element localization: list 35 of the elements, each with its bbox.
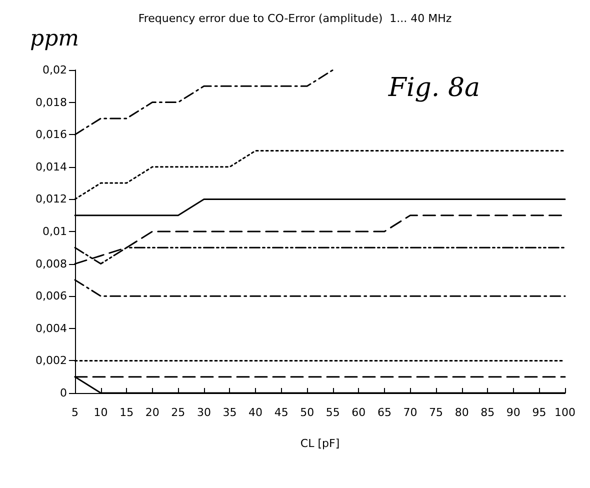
x-tick-label: 85 [480,406,495,419]
x-tick-label: 55 [326,406,340,419]
x-tick-label: 25 [171,406,186,419]
y-tick-label: 0,01 [42,225,67,238]
y-tick-label: 0,012 [36,192,67,206]
x-tick-label: 100 [554,406,576,419]
x-axis-title: CL [pF] [300,437,340,450]
x-tick-label: 40 [248,406,263,419]
x-tick-label: 35 [222,406,237,419]
x-tick-label: 50 [300,406,314,419]
x-tick-label: 80 [454,406,469,419]
x-tick-label: 65 [377,406,392,419]
x-tick-label: 90 [506,406,520,419]
annotation: Fig. 8a [387,73,480,103]
y-tick-label: 0,014 [36,160,67,174]
x-tick-label: 60 [352,406,366,419]
y-tick-label: 0,016 [36,128,67,142]
y-axis-title: ppm [30,26,80,52]
y-tick-label: 0,006 [36,290,67,303]
x-tick-label: 15 [120,406,134,419]
y-tick-label: 0 [60,386,67,400]
x-tick-label: 30 [196,406,211,419]
y-tick-label: 0,008 [36,257,67,270]
y-tick-label: 0,018 [36,96,67,109]
x-tick-label: 75 [429,406,444,419]
y-tick-label: 0,004 [36,322,67,335]
x-tick-label: 10 [94,406,108,419]
x-tick-label: 45 [274,406,288,419]
chart-title: Frequency error due to CO-Error (amplitude) 1... 40 MHz [138,12,452,25]
x-tick-label: 5 [72,406,78,419]
y-tick-label: 0,02 [42,64,67,76]
x-tick-label: 95 [532,406,546,419]
y-tick-label: 0,002 [36,354,67,368]
x-tick-label: 70 [403,406,418,419]
x-tick-label: 20 [145,406,160,419]
